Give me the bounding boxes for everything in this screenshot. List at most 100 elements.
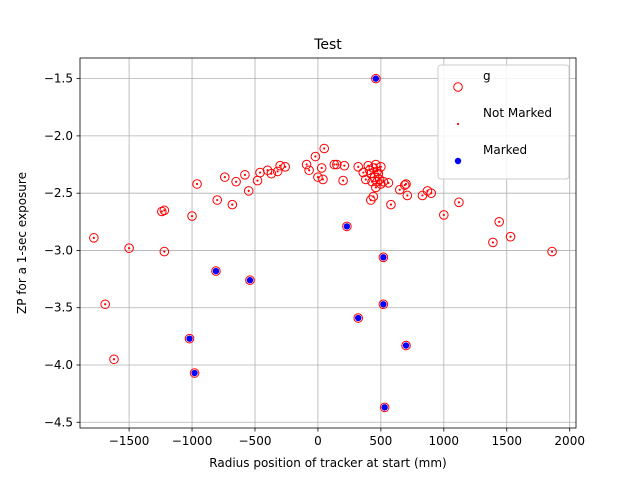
- not-marked-point: [430, 192, 433, 195]
- not-marked-point: [426, 189, 429, 192]
- x-tick-label: −1500: [109, 434, 150, 448]
- not-marked-point: [404, 182, 408, 186]
- legend-label: Not Marked: [483, 106, 552, 120]
- marked-point: [402, 342, 410, 349]
- not-marked-point: [320, 166, 323, 170]
- not-marked-point: [342, 179, 345, 182]
- not-marked-point: [195, 182, 199, 186]
- x-tick-label: 1500: [491, 434, 522, 448]
- g-point: [386, 199, 396, 210]
- g-point: [371, 182, 381, 193]
- not-marked-point: [498, 220, 501, 223]
- marked-point: [212, 267, 220, 275]
- not-marked-point: [316, 176, 320, 179]
- g-point: [255, 167, 265, 178]
- g-point: [124, 243, 134, 253]
- not-marked-point: [368, 169, 371, 172]
- g-point: [316, 163, 327, 173]
- not-marked-point: [387, 181, 390, 184]
- not-marked-point: [305, 163, 308, 166]
- not-marked-point: [389, 203, 393, 206]
- not-marked-point: [369, 172, 372, 175]
- axis-ticks: −1500 −1000 −500 0 500 1000 1500 2000 −1.5 −2.0 −2…: [44, 72, 585, 448]
- not-marked-point: [163, 250, 166, 253]
- g-point: [310, 151, 321, 162]
- not-marked-point: [216, 198, 219, 202]
- g-point: [318, 174, 328, 185]
- g-point: [378, 176, 389, 187]
- not-marked-point: [308, 169, 311, 172]
- g-point: [399, 180, 410, 190]
- g-point: [100, 299, 110, 310]
- g-point: [371, 159, 381, 170]
- not-marked-point: [333, 163, 336, 166]
- g-point: [159, 205, 170, 216]
- not-marked-point: [379, 165, 382, 168]
- g-point: [379, 402, 390, 413]
- legend-marker-g: [453, 82, 463, 92]
- not-marked-point: [379, 182, 382, 186]
- g-point: [376, 179, 386, 189]
- not-marked-point: [243, 173, 247, 176]
- g-point: [301, 159, 312, 170]
- g-point: [245, 275, 255, 286]
- g-point: [402, 190, 413, 201]
- marked-point: [372, 75, 380, 82]
- not-marked-point: [378, 178, 381, 181]
- g-point: [378, 299, 389, 310]
- not-marked-point: [104, 303, 107, 306]
- g-point: [373, 168, 384, 179]
- x-axis-label: Radius position of tracker at start (mm): [209, 456, 446, 470]
- not-marked-point: [266, 169, 269, 172]
- g-point: [313, 172, 323, 182]
- g-point: [332, 159, 342, 170]
- not-marked-point: [258, 171, 262, 174]
- marked-point: [343, 223, 351, 230]
- legend-box: [437, 64, 570, 180]
- marked-point: [246, 277, 254, 284]
- not-marked-point: [276, 170, 279, 173]
- not-marked-point: [421, 194, 424, 197]
- chart-title: Test: [313, 37, 342, 53]
- g-point: [211, 266, 221, 276]
- y-tick-label: −2.0: [44, 129, 73, 143]
- y-tick-label: −4.5: [44, 415, 73, 429]
- not-marked-point: [235, 180, 238, 183]
- not-marked-point: [406, 194, 409, 197]
- not-marked-point: [190, 214, 194, 218]
- not-marked-point: [374, 186, 377, 189]
- g-point: [212, 195, 223, 205]
- marked-point: [380, 301, 387, 308]
- g-point: [329, 159, 340, 170]
- not-marked-point: [321, 178, 325, 181]
- not-marked-point: [160, 210, 163, 213]
- g-point: [401, 179, 411, 189]
- g-point: [494, 217, 505, 227]
- not-marked-point: [323, 147, 326, 150]
- g-point: [275, 160, 285, 171]
- g-point: [227, 199, 238, 210]
- not-marked-point: [357, 165, 360, 168]
- not-marked-point: [375, 170, 379, 173]
- not-marked-point: [457, 201, 461, 204]
- g-point: [426, 188, 437, 198]
- g-point: [304, 165, 314, 176]
- g-point: [109, 354, 119, 365]
- not-marked-point: [367, 164, 370, 167]
- g-point: [547, 246, 557, 257]
- not-marked-point: [223, 176, 226, 179]
- g-point: [338, 175, 348, 186]
- plot-frame: [79, 57, 577, 429]
- not-marked-point: [398, 188, 401, 191]
- g-point: [219, 172, 230, 182]
- legend-label: Marked: [483, 143, 527, 157]
- not-marked-point: [270, 172, 273, 175]
- g-point: [272, 166, 283, 177]
- not-marked-point: [112, 358, 116, 361]
- y-axis-label: ZP for a 1-sec exposure: [15, 172, 29, 314]
- g-point: [280, 162, 290, 172]
- g-point: [159, 246, 170, 257]
- not-marked-point: [92, 236, 95, 239]
- not-marked-point: [377, 172, 380, 175]
